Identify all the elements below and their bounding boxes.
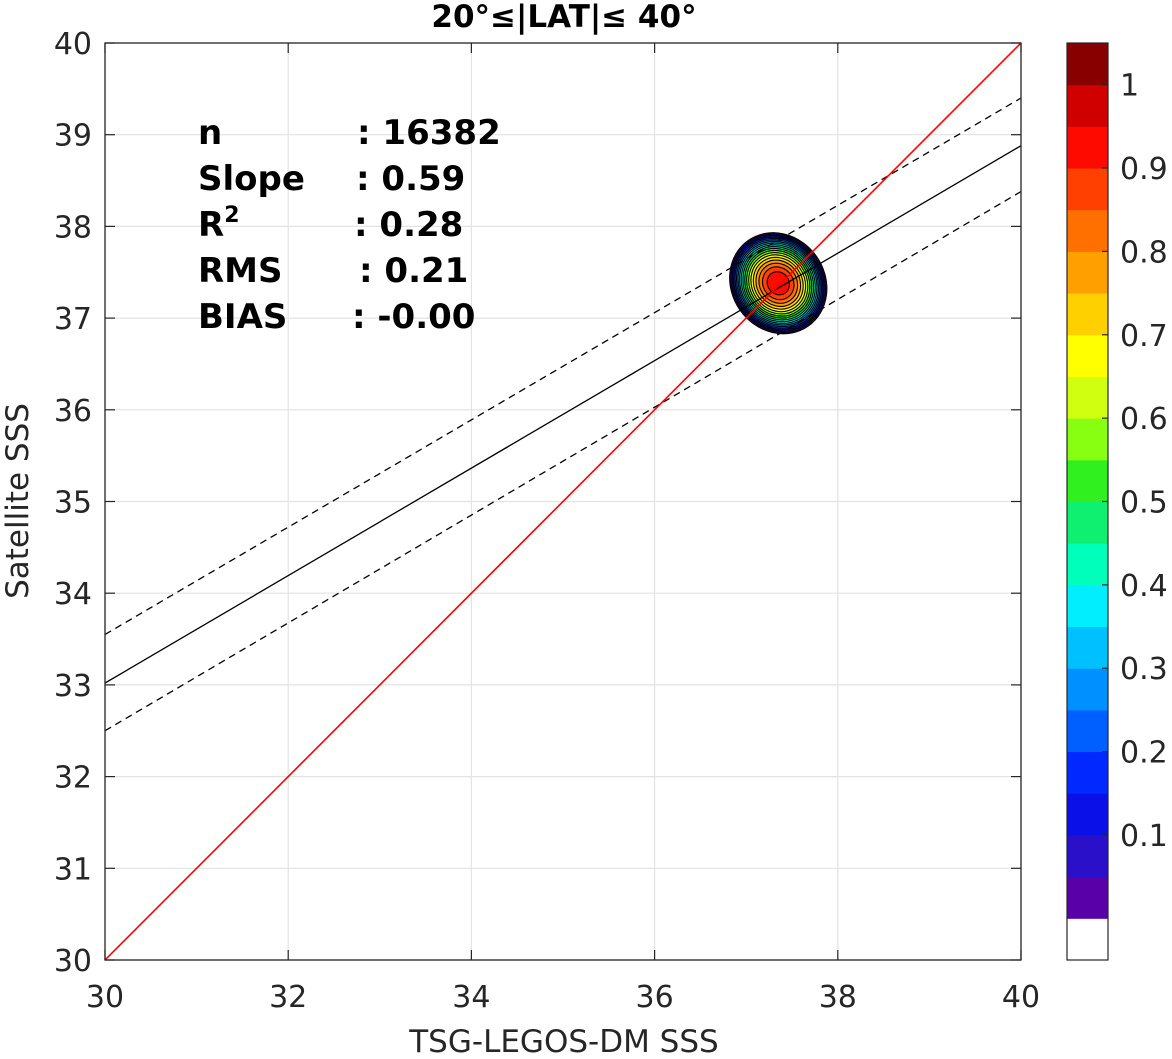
colorbar-tick-label: 0.2 [1120, 736, 1168, 771]
colorbar-segment [1067, 626, 1108, 669]
y-axis-label: Satellite SSS [0, 403, 36, 599]
stat-label: Slope [198, 159, 305, 199]
x-tick-label: 36 [636, 980, 674, 1015]
y-tick-label: 34 [54, 577, 92, 612]
colorbar-segment [1067, 376, 1108, 419]
x-tick-label: 32 [269, 980, 307, 1015]
y-tick-label: 37 [54, 302, 92, 337]
plot-content [105, 43, 1021, 960]
one-to-one-line [105, 43, 1021, 960]
colorbar-segment [1067, 584, 1108, 628]
stat-value: : 16382 [357, 113, 501, 153]
x-tick-label: 34 [452, 980, 490, 1015]
colorbar-segment [1067, 751, 1108, 794]
colorbar-segment [1067, 251, 1108, 294]
colorbar-tick-label: 0.8 [1120, 235, 1168, 270]
y-tick-label: 31 [54, 852, 92, 887]
stat-label: RMS [198, 251, 283, 291]
stat-label: R2 [198, 203, 240, 245]
colorbar-segment [1067, 209, 1108, 252]
fit-upper-bound-line [105, 97, 1021, 636]
y-tick-label: 39 [54, 119, 92, 154]
y-tick-label: 40 [54, 27, 92, 62]
colorbar-segment [1067, 876, 1108, 919]
stat-label: BIAS [198, 297, 287, 337]
fit-lower-bound-line [105, 190, 1021, 732]
colorbar-segment [1067, 793, 1108, 836]
chart-title: 20°≤|LAT|≤ 40° [431, 0, 696, 35]
colorbar-segment [1067, 43, 1108, 86]
regression-fit-line [105, 145, 1021, 684]
y-tick-label: 36 [54, 394, 92, 429]
x-tick-label: 40 [1002, 980, 1040, 1015]
stat-label: n [198, 113, 222, 153]
colorbar-segment [1067, 834, 1108, 878]
colorbar-segment [1067, 459, 1108, 502]
colorbar-tick-label: 0.9 [1120, 152, 1168, 187]
colorbar-segment [1067, 334, 1108, 377]
stat-value: : 0.21 [359, 251, 468, 291]
colorbar-segment [1067, 918, 1108, 961]
stat-value: : -0.00 [352, 297, 475, 337]
colorbar-segment [1067, 501, 1108, 544]
colorbar-segment [1067, 543, 1108, 586]
colorbar-segment [1067, 168, 1108, 211]
colorbar-segment [1067, 418, 1108, 461]
colorbar-segment [1067, 84, 1108, 127]
colorbar-tick-label: 0.1 [1120, 819, 1168, 854]
colorbar-segment [1067, 668, 1108, 711]
y-tick-label: 30 [54, 944, 92, 979]
colorbar-tick-label: 0.4 [1120, 569, 1168, 604]
y-tick-label: 33 [54, 669, 92, 704]
colorbar-segment [1067, 709, 1108, 753]
colorbar-tick-label: 0.5 [1120, 486, 1168, 521]
colorbar-segment [1067, 126, 1108, 169]
colorbar-tick-label: 1 [1120, 69, 1139, 104]
x-axis-label: TSG-LEGOS-DM SSS [408, 1024, 718, 1055]
y-tick-label: 32 [54, 761, 92, 796]
y-tick-label: 38 [54, 210, 92, 245]
x-tick-label: 38 [819, 980, 857, 1015]
colorbar-tick-label: 0.6 [1120, 402, 1168, 437]
stat-value: : 0.28 [354, 205, 463, 245]
colorbar-tick-label: 0.7 [1120, 319, 1168, 354]
x-tick-label: 30 [86, 980, 124, 1015]
y-tick-label: 35 [54, 486, 92, 521]
colorbar-segment [1067, 293, 1108, 336]
stat-value: : 0.59 [356, 159, 465, 199]
colorbar-tick-label: 0.3 [1120, 652, 1168, 687]
